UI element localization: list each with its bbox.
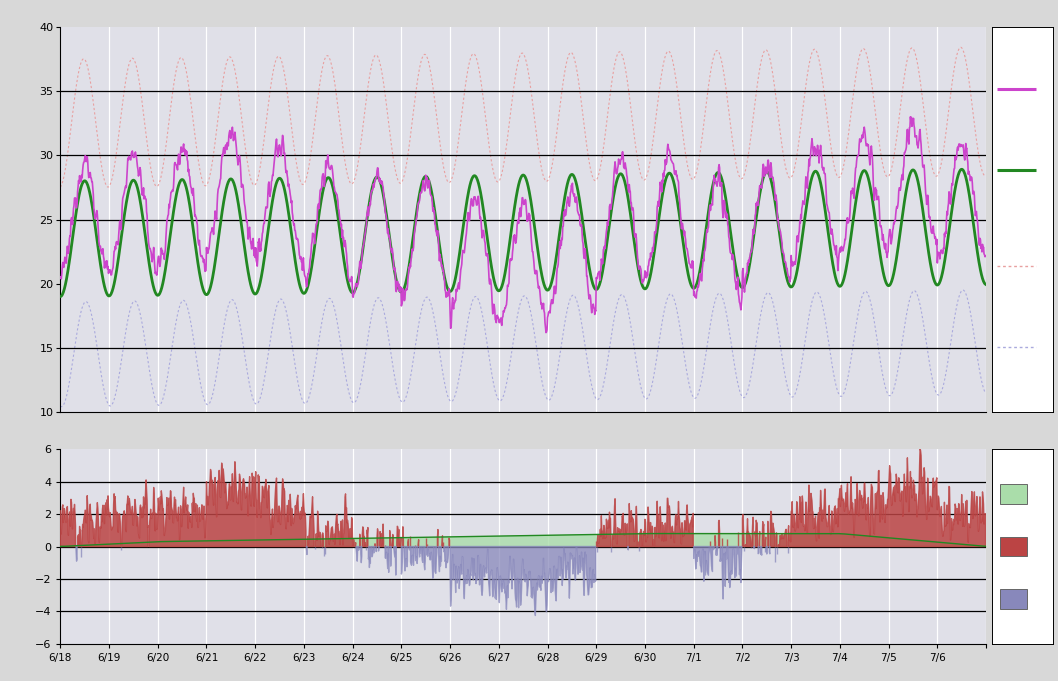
Bar [1000, 484, 1026, 504]
Bar [1000, 537, 1026, 556]
Bar [1000, 589, 1026, 609]
